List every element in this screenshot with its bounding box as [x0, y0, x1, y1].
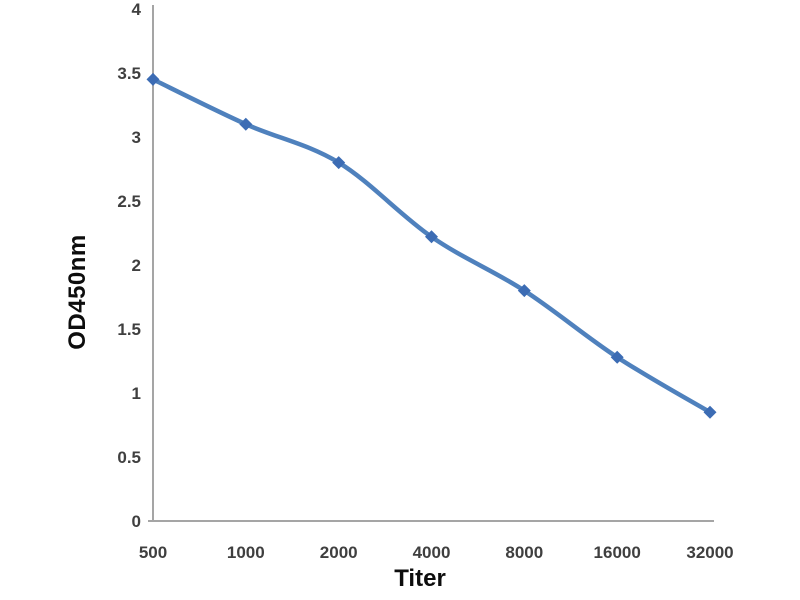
data-point-marker — [146, 72, 160, 86]
y-tick-label: 4 — [132, 0, 142, 19]
data-point-marker — [239, 117, 253, 131]
data-point-marker — [703, 405, 717, 419]
x-tick-label: 2000 — [320, 543, 358, 562]
series-line — [150, 77, 713, 415]
y-tick-label: 3 — [132, 128, 141, 147]
x-tick-label: 500 — [139, 543, 167, 562]
x-tick-label: 1000 — [227, 543, 265, 562]
y-tick-label: 0.5 — [117, 448, 141, 467]
x-tick-label: 8000 — [505, 543, 543, 562]
x-tick-label: 16000 — [594, 543, 641, 562]
y-tick-label: 3.5 — [117, 64, 141, 83]
y-tick-label: 2.5 — [117, 192, 141, 211]
y-tick-label: 1 — [132, 384, 141, 403]
y-tick-label: 0 — [132, 512, 141, 531]
x-axis-title: Titer — [394, 565, 446, 592]
y-axis-title: OD450nm — [64, 234, 91, 350]
y-tick-label: 1.5 — [117, 320, 141, 339]
x-tick-label: 32000 — [686, 543, 733, 562]
data-point-marker — [610, 350, 624, 364]
y-tick-label: 2 — [132, 256, 141, 275]
data-point-marker — [425, 230, 438, 244]
data-point-marker — [332, 156, 346, 170]
data-point-marker — [517, 284, 531, 298]
x-tick-label: 4000 — [413, 543, 451, 562]
